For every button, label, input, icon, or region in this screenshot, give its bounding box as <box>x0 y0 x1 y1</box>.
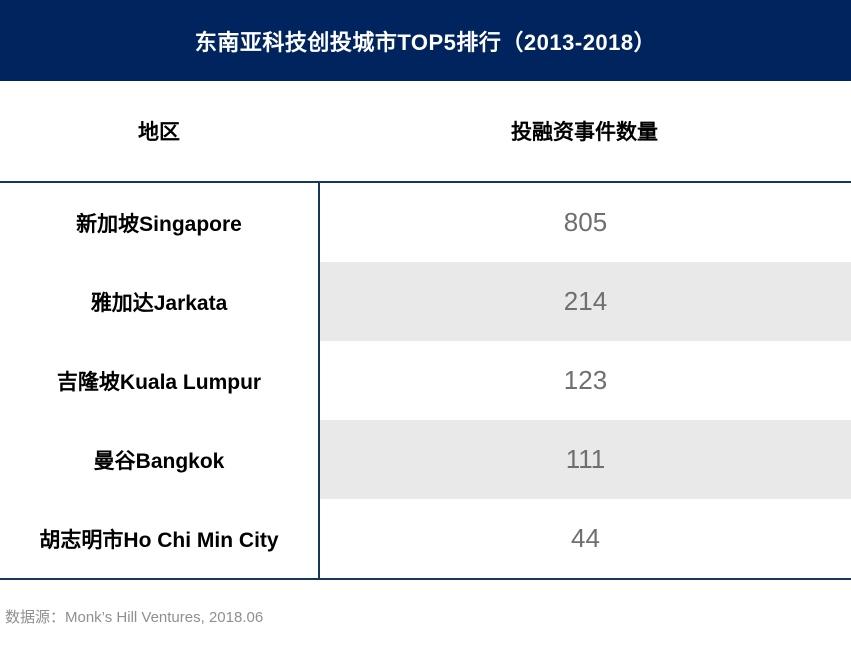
region-cell: 胡志明市Ho Chi Min City <box>0 499 318 578</box>
table-title-bar: 东南亚科技创投城市TOP5排行（2013-2018） <box>0 0 851 81</box>
count-cell: 805 <box>318 183 851 262</box>
count-cell: 44 <box>318 499 851 578</box>
region-cell: 新加坡Singapore <box>0 183 318 262</box>
count-cell: 214 <box>318 262 851 341</box>
region-cell: 雅加达Jarkata <box>0 262 318 341</box>
table-row: 曼谷Bangkok 111 <box>0 420 851 499</box>
data-source-note: 数据源：Monk’s Hill Ventures, 2018.06 <box>5 609 264 626</box>
region-cell: 曼谷Bangkok <box>0 420 318 499</box>
table-body: 新加坡Singapore 805 雅加达Jarkata 214 吉隆坡Kuala… <box>0 183 851 580</box>
count-cell: 111 <box>318 420 851 499</box>
table-row: 雅加达Jarkata 214 <box>0 262 851 341</box>
region-cell: 吉隆坡Kuala Lumpur <box>0 341 318 420</box>
page-title: 东南亚科技创投城市TOP5排行（2013-2018） <box>194 29 657 55</box>
table-row: 胡志明市Ho Chi Min City 44 <box>0 499 851 578</box>
table-header-row: 地区 投融资事件数量 <box>0 81 851 183</box>
column-header-region: 地区 <box>138 121 180 144</box>
column-header-count: 投融资事件数量 <box>511 121 658 144</box>
table-row: 新加坡Singapore 805 <box>0 183 851 262</box>
count-cell: 123 <box>318 341 851 420</box>
table-row: 吉隆坡Kuala Lumpur 123 <box>0 341 851 420</box>
